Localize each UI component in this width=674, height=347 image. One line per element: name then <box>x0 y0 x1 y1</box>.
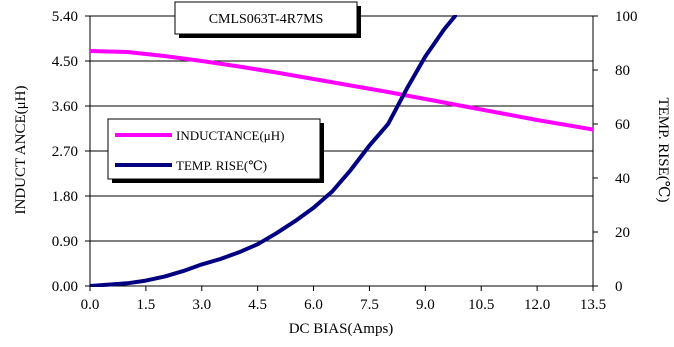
x-tick-label-9: 13.5 <box>580 297 606 313</box>
y-tick-label-1: 0.90 <box>52 234 78 250</box>
x-tick-label-3: 4.5 <box>248 297 267 313</box>
chart-title: CMLS063T-4R7MS <box>209 12 324 27</box>
y-tick-label-0: 0.00 <box>52 279 78 295</box>
x-tick-label-0: 0.0 <box>81 297 100 313</box>
legend-label-temp-rise: TEMP. RISE(℃) <box>176 158 267 173</box>
y-tick-label-4: 3.60 <box>52 99 78 115</box>
x-tick-label-4: 6.0 <box>304 297 323 313</box>
y-tick-label-3: 2.70 <box>52 144 78 160</box>
series-line-0 <box>90 49 593 132</box>
y2-tick-label-5: 100 <box>615 9 638 25</box>
series-line-1 <box>90 15 458 287</box>
y2-tick-label-3: 60 <box>615 117 630 133</box>
x-tick-label-8: 12.0 <box>524 297 550 313</box>
tick-labels: 0.0 1.5 3.0 4.5 6.0 7.5 9.0 10.5 12.0 13.5 0.00 0.9… <box>52 9 638 313</box>
x-tick-label-7: 10.5 <box>468 297 494 313</box>
y-tick-label-2: 1.80 <box>52 189 78 205</box>
legend-label-inductance: INDUCTANCE(μH) <box>176 128 284 143</box>
legend: INDUCTANCE(μH) TEMP. RISE(℃) <box>107 118 324 183</box>
y2-tick-label-0: 0 <box>615 279 623 295</box>
y-axis-title: INDUCT ANCE(μH) <box>13 85 29 214</box>
x-tick-label-6: 9.0 <box>416 297 435 313</box>
y-tick-label-6: 5.40 <box>52 9 78 25</box>
series-group <box>90 15 593 287</box>
y2-tick-label-4: 80 <box>615 63 630 79</box>
x-tick-label-5: 7.5 <box>360 297 379 313</box>
chart-title-box: CMLS063T-4R7MS <box>174 1 361 38</box>
y2-tick-label-2: 40 <box>615 171 630 187</box>
legend-box <box>107 118 321 180</box>
y2-tick-label-1: 20 <box>615 225 630 241</box>
y-tick-label-5: 4.50 <box>52 54 78 70</box>
x-tick-label-2: 3.0 <box>192 297 211 313</box>
x-axis-title: DC BIAS(Amps) <box>289 321 394 337</box>
y2-axis-title: TEMP. RISE(℃) <box>655 97 671 202</box>
x-tick-label-1: 1.5 <box>137 297 156 313</box>
